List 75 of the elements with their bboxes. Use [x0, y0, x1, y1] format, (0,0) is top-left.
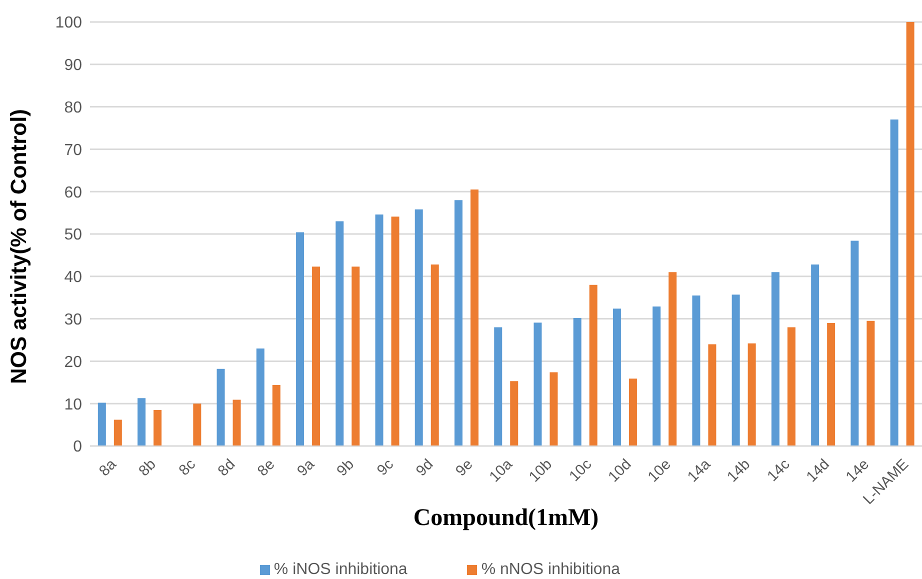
- x-tick-label: 8b: [136, 456, 160, 480]
- x-tick-label: 14b: [724, 456, 754, 486]
- y-tick-label: 10: [64, 396, 82, 414]
- y-tick-label: 80: [64, 99, 82, 116]
- x-tick-label: 8c: [176, 456, 200, 480]
- bar: [850, 240, 859, 446]
- bar: [811, 264, 820, 446]
- y-tick-label: 50: [64, 226, 82, 244]
- bar: [98, 402, 106, 446]
- bar: [534, 322, 542, 446]
- y-tick-label: 40: [64, 269, 82, 286]
- y-tick-label: 0: [73, 438, 82, 456]
- x-tick-label: 9e: [452, 456, 476, 480]
- bar: [216, 368, 225, 446]
- bar: [827, 323, 836, 446]
- bar: [787, 327, 796, 446]
- bar: [890, 120, 898, 446]
- bar: [312, 266, 320, 446]
- bar: [668, 272, 677, 446]
- bar: [628, 378, 637, 446]
- x-tick-label: 10a: [486, 455, 516, 486]
- bar: [454, 200, 462, 446]
- bar: [154, 410, 162, 446]
- bar: [272, 384, 280, 446]
- bar: [193, 404, 202, 446]
- bar: [114, 420, 122, 446]
- bar: [470, 189, 478, 446]
- x-tick-label: 9c: [374, 456, 398, 480]
- y-tick-label: 100: [55, 14, 82, 32]
- x-axis-title: Compound(1mM): [413, 505, 599, 532]
- bar: [692, 295, 700, 446]
- y-axis-title: NOS activity(% of Control): [6, 108, 31, 384]
- bar: [510, 381, 518, 446]
- x-tick-label: 8d: [214, 456, 239, 480]
- bar: [906, 22, 914, 446]
- x-tick-label: 9a: [294, 455, 318, 480]
- x-tick-label: 9b: [334, 456, 358, 480]
- bar: [771, 272, 780, 446]
- bar: [414, 209, 423, 446]
- bar: [375, 214, 384, 446]
- bar: [550, 372, 558, 446]
- x-tick-label: 10b: [526, 456, 556, 486]
- bar: [352, 266, 360, 446]
- bar: [708, 344, 716, 446]
- bar: [430, 264, 439, 446]
- x-tick-label: 9d: [412, 456, 437, 480]
- y-tick-label: 90: [64, 57, 82, 74]
- bar: [138, 398, 146, 446]
- bar: [866, 320, 875, 446]
- x-tick-label: 14a: [684, 455, 714, 486]
- bar: [296, 232, 304, 446]
- y-tick-label: 70: [64, 142, 82, 159]
- bar: [256, 348, 264, 446]
- bar: [748, 343, 756, 446]
- bar: [732, 294, 740, 446]
- bar: [573, 318, 582, 446]
- y-tick-label: 60: [64, 184, 82, 202]
- y-tick-label: 20: [64, 354, 82, 371]
- bar: [494, 327, 502, 446]
- x-tick-label: 10e: [644, 456, 674, 486]
- legend-label: % nNOS inhibitiona: [481, 561, 620, 578]
- y-tick-label: 30: [64, 311, 82, 328]
- bar: [589, 284, 598, 446]
- x-tick-label: 10c: [566, 456, 596, 486]
- bar: [336, 221, 344, 446]
- x-tick-label: 8a: [96, 455, 120, 480]
- x-tick-label: 10d: [605, 456, 635, 486]
- bar: [652, 306, 661, 446]
- x-tick-label: 8e: [254, 456, 278, 480]
- bar: [612, 308, 621, 446]
- x-tick-label: 14d: [803, 456, 833, 486]
- legend-label: % iNOS inhibitiona: [274, 561, 408, 578]
- x-tick-label: 14c: [764, 456, 794, 486]
- bar: [232, 400, 241, 446]
- bar: [391, 216, 400, 446]
